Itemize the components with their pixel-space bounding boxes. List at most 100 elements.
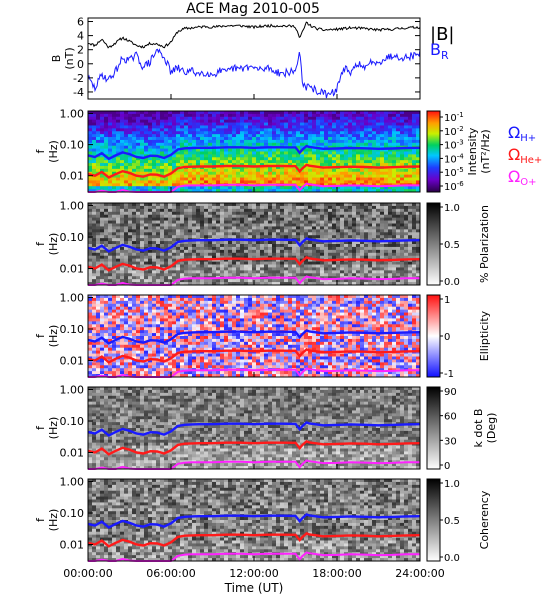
legend-Heplus-label: ΩHe+ (508, 145, 542, 166)
panel-coherency-heplus-curve (87, 532, 421, 548)
legend-btotal-label: |B| (430, 24, 454, 45)
x-tick-label: 24:00:00 (395, 567, 444, 580)
panel-coherency-hplus-curve (87, 513, 421, 529)
panel-kdotb-heplus-curve (87, 440, 421, 456)
panel-kdotb-spectrogram (88, 387, 421, 470)
panel-ellipticity: f (Hz) 1.00 0.10 0.01 1 0 -1 Ellipticity (34, 291, 491, 380)
series-br-line (87, 48, 421, 99)
panel-field-ytick-label: 6 (77, 16, 84, 29)
panel-intensity-cbar-tick-label: 10-5 (444, 166, 464, 179)
panel-intensity: f (Hz) 1.00 0.10 0.01 10-110-210-310-410-510-… (34, 107, 542, 193)
panel-intensity-ytick-label: 1.00 (60, 107, 85, 120)
panel-intensity-cbar-label: Intensity (466, 127, 479, 175)
panel-kdotb-ylabel: f (34, 425, 47, 430)
x-axis-label: Time (UT) (224, 581, 284, 595)
panel-polarization: f (Hz) 1.00 0.10 0.01 1.0 0.5 0.0 % Polarization (34, 199, 491, 288)
panel-intensity-cbar-unit: (nT²/Hz) (479, 129, 492, 173)
panel-polarization-cbar-tick-label: 0.5 (444, 240, 460, 251)
panel-polarization-spectrogram (88, 203, 421, 286)
panel-polarization-cbar-tick-label: 0.0 (444, 277, 460, 288)
panel-kdotb-ytick-label: 0.01 (60, 447, 85, 460)
panel-intensity-ytick-label: 0.10 (60, 139, 85, 152)
panel-coherency-cbar-label: Coherency (478, 490, 491, 549)
panel-intensity-cbar-tick-label: 10-4 (444, 152, 464, 165)
panel-polarization-ytick-label: 0.01 (60, 263, 85, 276)
panel-ellipticity-ytick-label: 1.00 (60, 291, 85, 304)
panel-ellipticity-cbar-label: Ellipticity (478, 310, 491, 361)
panel-coherency-ytick-label: 0.10 (60, 507, 85, 520)
panel-ellipticity-heplus-curve (87, 348, 421, 364)
panel-coherency: f (Hz) 1.00 0.10 0.01 1.0 0.5 0.0 Coherency (34, 475, 491, 564)
panel-kdotb-cbar-tick-label: 60 (444, 412, 457, 423)
panel-ellipticity-ytick-label: 0.10 (60, 323, 85, 336)
panel-polarization-yunit: (Hz) (47, 233, 60, 256)
panel-field-ytick-label: -2 (73, 72, 84, 85)
time-axis: 00:00:00 06:00:00 12:00:00 18:00:00 24:00:00… (63, 94, 445, 595)
panel-ellipticity-ylabel: f (34, 333, 47, 338)
x-tick-label: 06:00:00 (146, 567, 195, 580)
panel-polarization-heplus-curve (87, 256, 421, 272)
panel-intensity-cbar-tick-label: 10-3 (444, 139, 464, 152)
x-tick-label: 00:00:00 (63, 567, 112, 580)
panel-ellipticity-ytick-label: 0.01 (60, 355, 85, 368)
panel-polarization-oplus-curve (88, 275, 420, 286)
panel-kdotb-cbar-tick-label: 90 (444, 387, 457, 398)
legend-Hplus-label: ΩH+ (508, 123, 536, 144)
gyrofrequency-legend: ΩH+ΩHe+ΩO+ (508, 123, 542, 188)
panel-kdotb-cbar-unit: (Deg) (485, 413, 498, 444)
panel-coherency-spectrogram (88, 479, 421, 562)
panel-ellipticity-hplus-curve (87, 329, 421, 345)
panel-intensity-heplus-curve (87, 163, 421, 179)
panel-intensity-hplus-curve (87, 144, 421, 161)
x-tick-label: 18:00:00 (312, 567, 361, 580)
panel-kdotb-oplus-curve (88, 459, 420, 470)
panel-field-ytick-label: 2 (77, 44, 84, 57)
panel-kdotb-cbar-label: k dot B (472, 409, 485, 448)
panel-field-ytick-label: 4 (77, 30, 84, 43)
panel-intensity-ytick-label: 0.01 (60, 170, 85, 183)
series-btotal-line (87, 21, 421, 49)
field-legend: |B|BR (430, 24, 454, 62)
panel-coherency-cbar-tick-label: 0.0 (444, 553, 460, 564)
panel-intensity-cbar-tick-label: 10-1 (444, 111, 464, 124)
panel-polarization-hplus-curve (87, 237, 421, 253)
panel-polarization-colorbar (426, 202, 441, 286)
panel-field-frame (87, 17, 421, 100)
panel-kdotb-colorbar (426, 386, 441, 470)
panel-ellipticity-colorbar (426, 294, 441, 378)
panel-kdotb-cbar-tick-label: 0 (444, 461, 450, 472)
panel-intensity-oplus-curve (88, 182, 420, 193)
panel-field-ytick-label: -4 (73, 86, 84, 99)
panel-polarization-ylabel: f (34, 241, 47, 246)
panel-coherency-ylabel: f (34, 517, 47, 522)
legend-Oplus-label: ΩO+ (508, 167, 536, 188)
panel-field-ytick-label: 0 (77, 58, 84, 71)
panel-ellipticity-oplus-curve (88, 367, 420, 378)
panel-coherency-cbar-tick-label: 1.0 (444, 479, 460, 490)
panel-coherency-ytick-label: 1.00 (60, 475, 85, 488)
panel-kdotb: f (Hz) 1.00 0.10 0.01 90 60 30 0 k dot B (Deg) (34, 383, 498, 472)
panel-kdotb-hplus-curve (87, 421, 421, 437)
panel-ellipticity-yunit: (Hz) (47, 325, 60, 348)
panel-field-ylabel: B (50, 55, 63, 63)
panel-kdotb-ytick-label: 1.00 (60, 383, 85, 396)
panel-ellipticity-cbar-tick-label: -1 (444, 369, 454, 380)
panel-polarization-ytick-label: 1.00 (60, 199, 85, 212)
figure-title: ACE Mag 2010-005 (186, 1, 320, 17)
panel-intensity-spectrogram (88, 111, 421, 193)
panel-field-yunit: (nT) (63, 47, 76, 69)
panel-kdotb-cbar-tick-label: 30 (444, 436, 457, 447)
panel-intensity-ylabel: f (34, 148, 47, 153)
panel-kdotb-yunit: (Hz) (47, 417, 60, 440)
panel-kdotb-ytick-label: 0.10 (60, 415, 85, 428)
panel-polarization-cbar-tick-label: 1.0 (444, 203, 460, 214)
panel-intensity-colorbar (426, 110, 441, 193)
panel-coherency-oplus-curve (88, 551, 420, 562)
panel-ellipticity-spectrogram (88, 295, 421, 378)
panel-polarization-ytick-label: 0.10 (60, 231, 85, 244)
panel-ellipticity-cbar-tick-label: 0 (444, 332, 450, 343)
panel-intensity-cbar-tick-label: 10-2 (444, 125, 464, 138)
panel-coherency-ytick-label: 0.01 (60, 539, 85, 552)
